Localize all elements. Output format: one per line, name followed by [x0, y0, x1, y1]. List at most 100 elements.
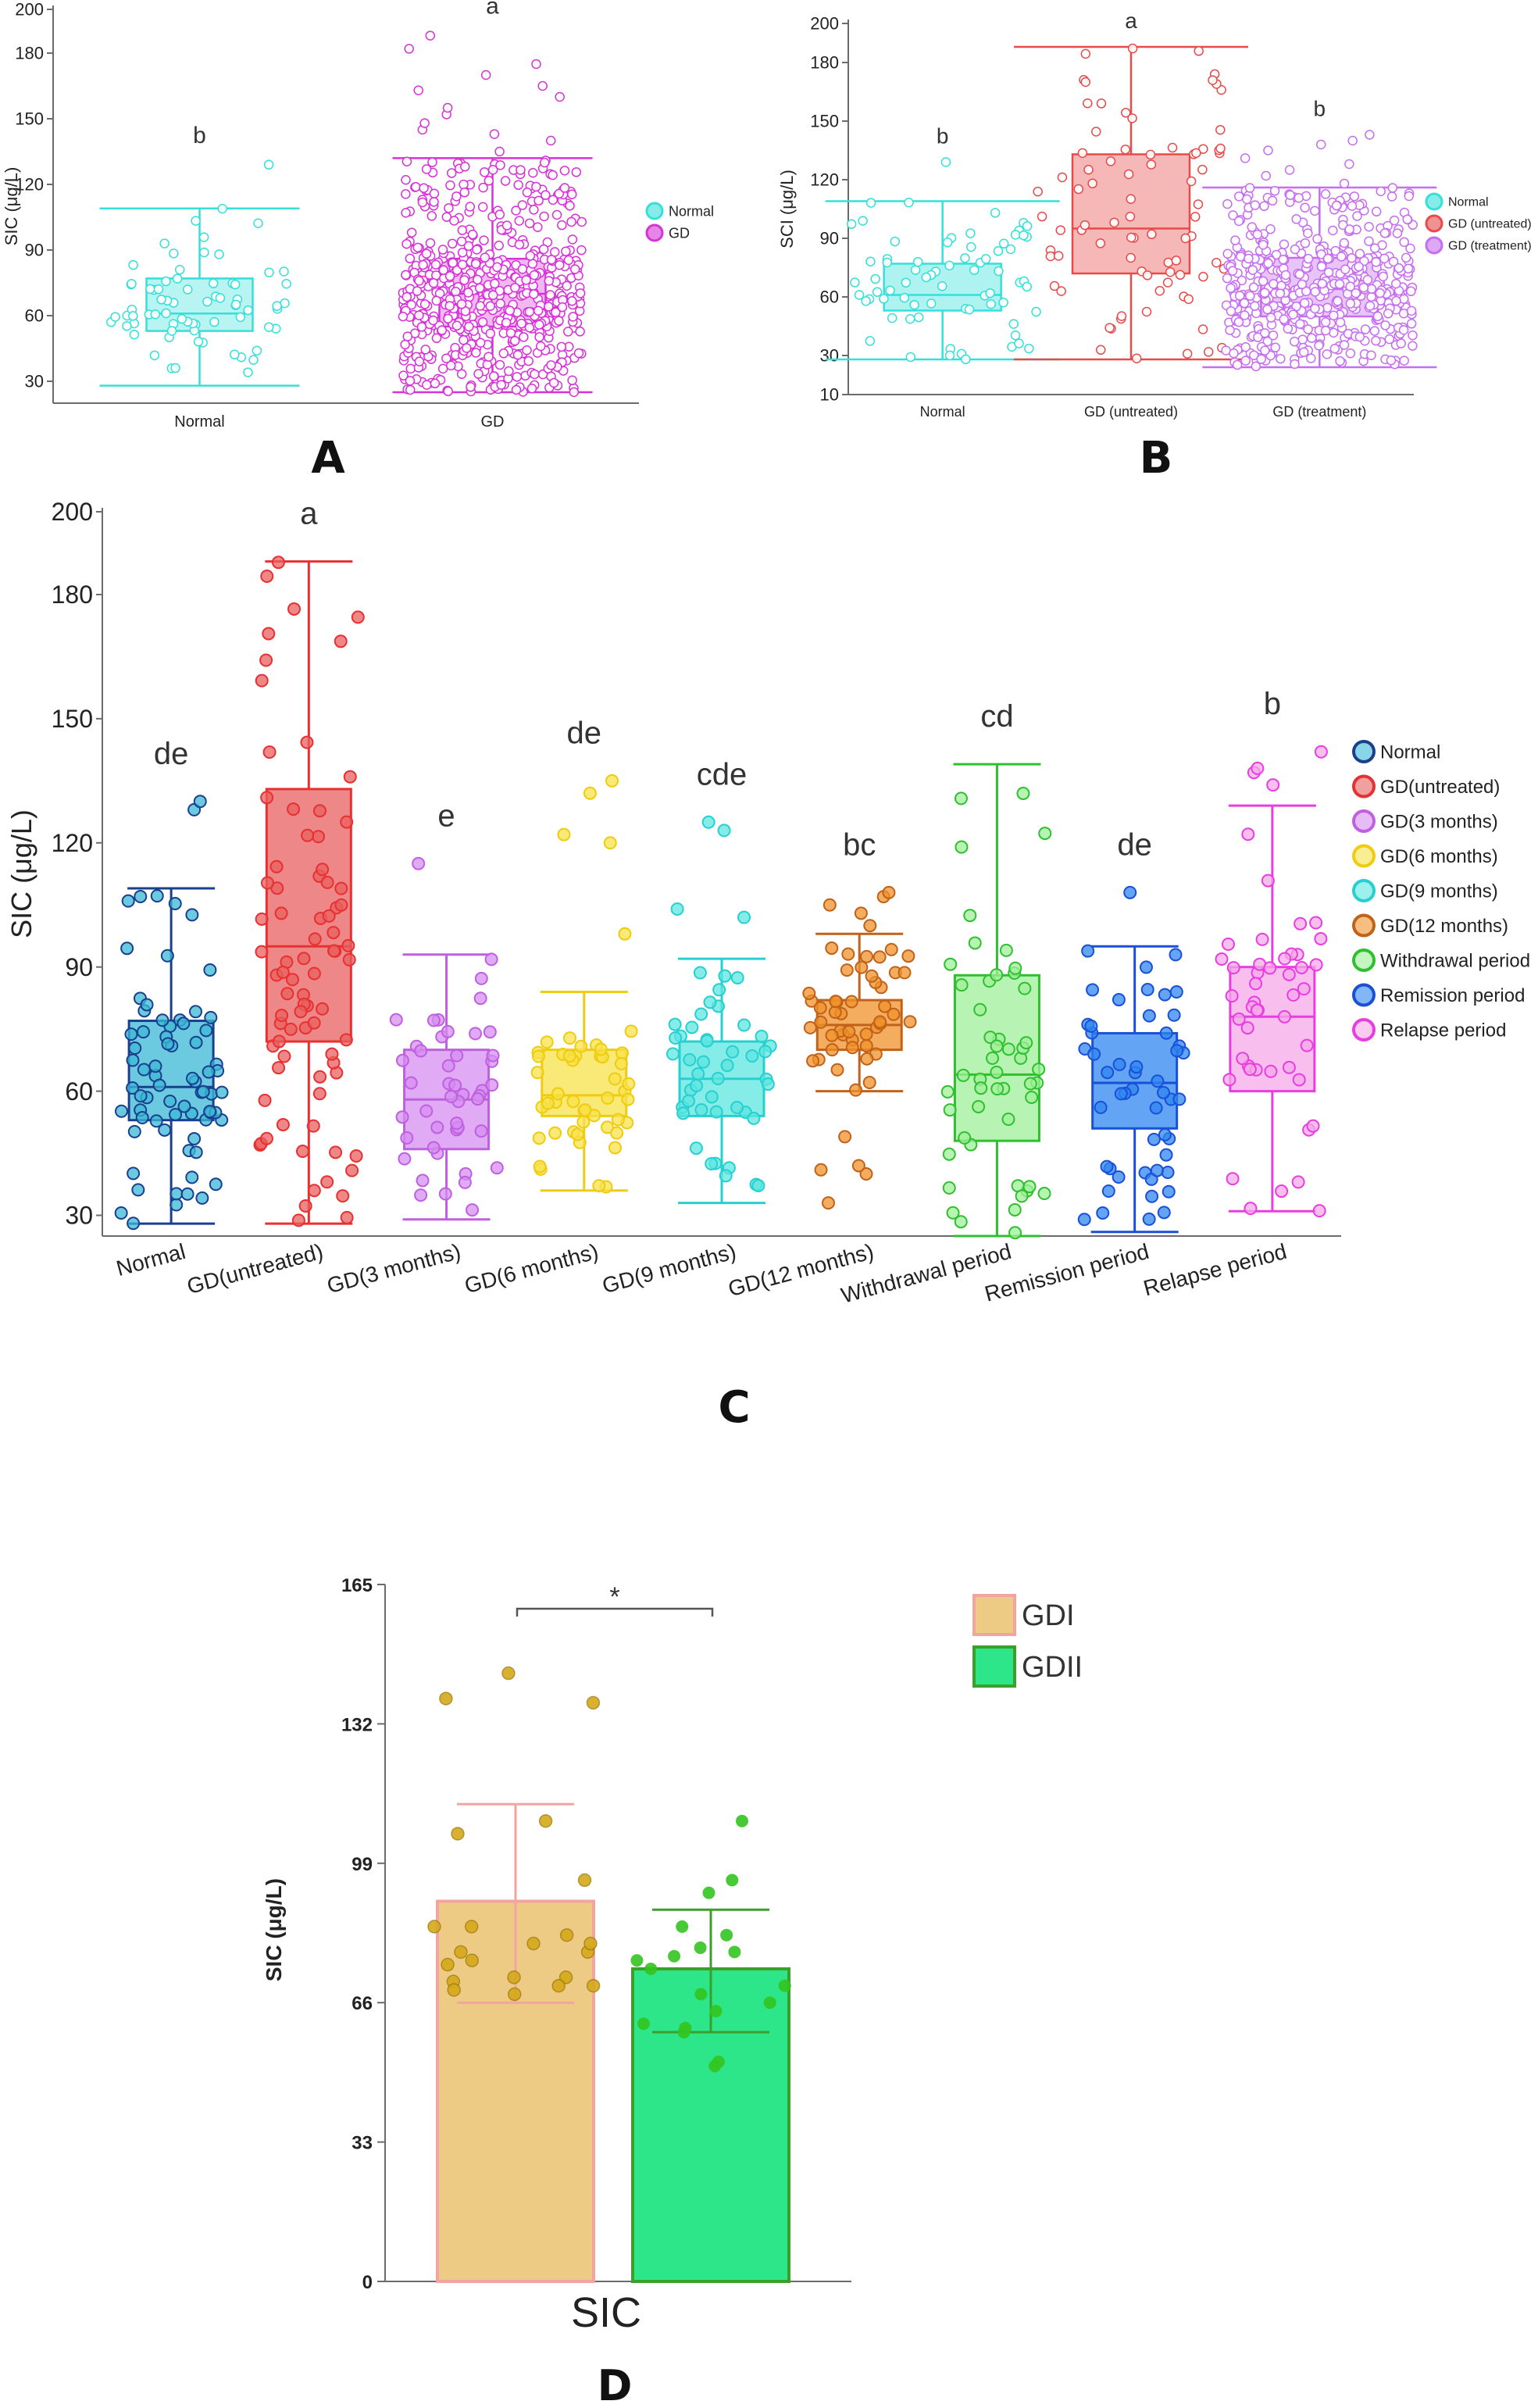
data-point: [127, 1166, 141, 1181]
data-point: [1114, 1087, 1128, 1101]
data-point: [1401, 252, 1411, 263]
data-point: [488, 371, 499, 381]
data-point: [1263, 145, 1273, 155]
data-point: [745, 1049, 759, 1063]
data-point: [1331, 200, 1342, 211]
data-point: [187, 1131, 202, 1145]
x-tick-label: GD (untreated): [1084, 404, 1178, 420]
data-point: [414, 310, 424, 320]
data-point: [128, 311, 138, 321]
significance-bracket: [516, 1607, 714, 1617]
data-point: [576, 216, 587, 227]
data-point: [398, 370, 409, 380]
data-point: [718, 969, 732, 983]
data-point: [1295, 319, 1305, 329]
data-point: [897, 966, 912, 980]
y-tick-label: 200: [15, 0, 44, 20]
data-point: [1225, 325, 1235, 335]
data-point: [1387, 183, 1398, 193]
data-point: [260, 569, 274, 583]
data-point: [484, 352, 494, 362]
data-point: [1010, 330, 1021, 341]
data-point: [168, 897, 182, 911]
data-point: [406, 227, 417, 238]
y-tick-label: 30: [820, 346, 839, 366]
data-point: [730, 971, 744, 985]
data-point: [1169, 948, 1183, 962]
data-point: [1314, 931, 1328, 945]
data-point: [703, 995, 717, 1009]
data-point: [821, 1196, 835, 1210]
data-point: [260, 791, 274, 805]
data-point: [1233, 216, 1244, 227]
data-point: [127, 279, 137, 289]
data-point: [274, 906, 288, 920]
data-point: [711, 1071, 725, 1085]
data-point: [1005, 244, 1016, 255]
data-point: [1019, 1036, 1033, 1050]
data-point: [202, 296, 212, 307]
data-point: [899, 292, 910, 303]
data-point: [230, 349, 240, 360]
data-point: [474, 1124, 488, 1138]
data-point: [1284, 165, 1295, 175]
data-point: [1244, 1202, 1258, 1216]
data-point: [763, 1996, 776, 2010]
data-point: [566, 216, 576, 227]
data-point: [413, 85, 423, 95]
data-point: [1175, 270, 1186, 280]
data-point: [533, 222, 543, 232]
significance-letter: cde: [697, 757, 748, 791]
legend-marker: [1425, 192, 1443, 211]
data-point: [1197, 324, 1208, 334]
data-point: [534, 332, 544, 342]
significance-letter: e: [437, 798, 455, 833]
data-point: [1290, 336, 1300, 347]
data-point: [882, 257, 893, 268]
data-point: [1406, 319, 1417, 329]
data-point: [1300, 238, 1311, 248]
data-point: [1121, 108, 1131, 118]
significance-marker: *: [609, 1582, 619, 1612]
data-point: [349, 1149, 363, 1163]
data-point: [1392, 228, 1403, 238]
data-point: [477, 202, 488, 213]
data-point: [1344, 159, 1354, 170]
data-point: [720, 1928, 733, 1942]
data-point: [712, 983, 726, 997]
panel-B: 10 30 60 90 120 150 180 200 SCI (μg/L) b Normal a GD…: [777, 9, 1532, 484]
data-point: [1079, 220, 1090, 230]
data-point: [258, 1093, 272, 1107]
data-point: [526, 1936, 541, 1951]
data-point: [690, 1079, 704, 1093]
data-point: [451, 1827, 465, 1841]
data-point: [726, 1874, 739, 1887]
data-point: [960, 253, 970, 263]
data-point: [567, 296, 577, 306]
data-point: [131, 1183, 145, 1197]
data-point: [940, 157, 951, 167]
data-point: [541, 190, 551, 200]
data-point: [1303, 253, 1314, 264]
data-point: [666, 1047, 680, 1061]
data-point: [128, 1041, 142, 1056]
data-point: [854, 290, 865, 300]
data-point: [872, 950, 887, 964]
data-point: [510, 282, 520, 293]
data-point: [474, 283, 485, 294]
data-point: [1183, 294, 1194, 305]
data-point: [566, 1095, 580, 1109]
data-point: [1104, 323, 1115, 333]
data-point: [1203, 347, 1214, 357]
data-point: [509, 335, 520, 346]
legend-marker: [645, 223, 664, 242]
box-gd-6-months-: de GD(6 months): [462, 716, 638, 1298]
data-point: [637, 2017, 651, 2031]
data-point: [546, 255, 557, 265]
data-point: [964, 304, 975, 315]
data-point: [863, 919, 877, 933]
data-point: [583, 786, 597, 800]
data-point: [1320, 317, 1331, 327]
data-point: [559, 183, 570, 193]
